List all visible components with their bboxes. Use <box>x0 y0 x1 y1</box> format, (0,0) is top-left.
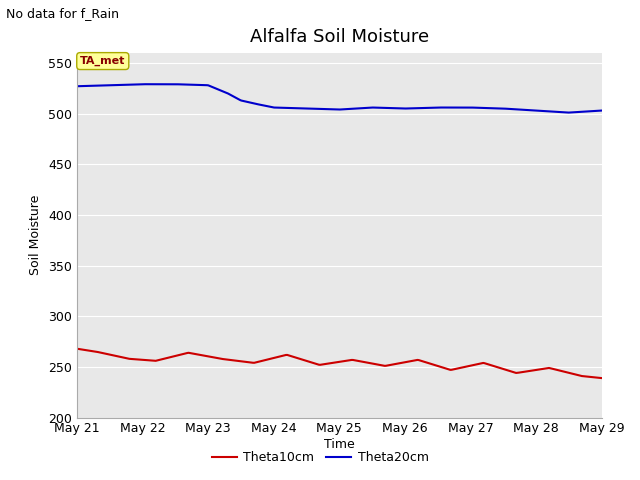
Text: TA_met: TA_met <box>80 56 125 66</box>
Y-axis label: Soil Moisture: Soil Moisture <box>29 195 42 276</box>
Legend: Theta10cm, Theta20cm: Theta10cm, Theta20cm <box>207 446 433 469</box>
Title: Alfalfa Soil Moisture: Alfalfa Soil Moisture <box>250 28 429 46</box>
Text: No data for f_Rain: No data for f_Rain <box>6 7 120 20</box>
X-axis label: Time: Time <box>324 438 355 451</box>
